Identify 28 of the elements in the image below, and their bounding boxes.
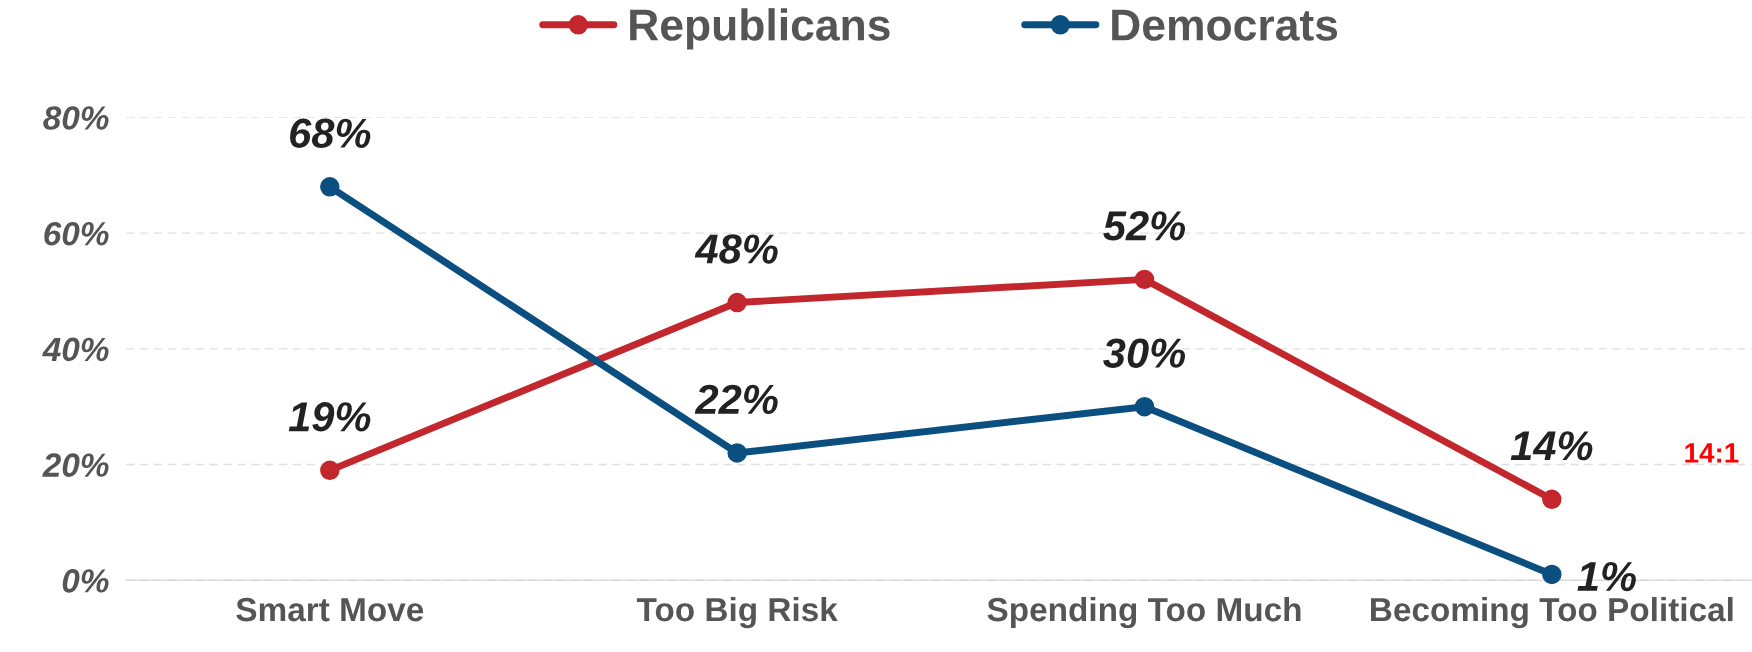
point bbox=[1542, 489, 1562, 509]
point bbox=[1134, 269, 1155, 290]
data-label: 48% bbox=[694, 234, 778, 264]
x-tick-label: Becoming Too Political bbox=[1371, 596, 1733, 629]
annotation: 14:1 bbox=[1685, 443, 1739, 463]
data-label: 68% bbox=[290, 118, 371, 149]
point bbox=[727, 292, 747, 313]
x-tick-label: Spending Too Much bbox=[987, 596, 1301, 629]
point bbox=[727, 443, 747, 463]
data-label: 19% bbox=[288, 402, 371, 432]
y-tick-label: 60% bbox=[44, 221, 109, 246]
data-label: 1% bbox=[1577, 561, 1636, 592]
x-tick-label: Too Big Risk bbox=[636, 596, 838, 629]
legend-label: Republicans bbox=[630, 8, 890, 50]
point bbox=[320, 177, 340, 197]
y-tick-label: 20% bbox=[42, 453, 109, 477]
point bbox=[1542, 564, 1562, 585]
data-label: 22% bbox=[694, 384, 778, 415]
data-label: 30% bbox=[1103, 338, 1186, 368]
point bbox=[1134, 396, 1155, 417]
legend-label: Democrats bbox=[1112, 9, 1338, 41]
y-tick-label: 0% bbox=[62, 569, 109, 593]
y-tick-label: 80% bbox=[43, 106, 109, 130]
y-tick-label: 40% bbox=[42, 337, 109, 362]
data-label: 52% bbox=[1103, 211, 1186, 241]
point bbox=[320, 460, 340, 481]
x-tick-label: Smart Move bbox=[236, 597, 424, 622]
data-label: 14% bbox=[1510, 431, 1593, 461]
